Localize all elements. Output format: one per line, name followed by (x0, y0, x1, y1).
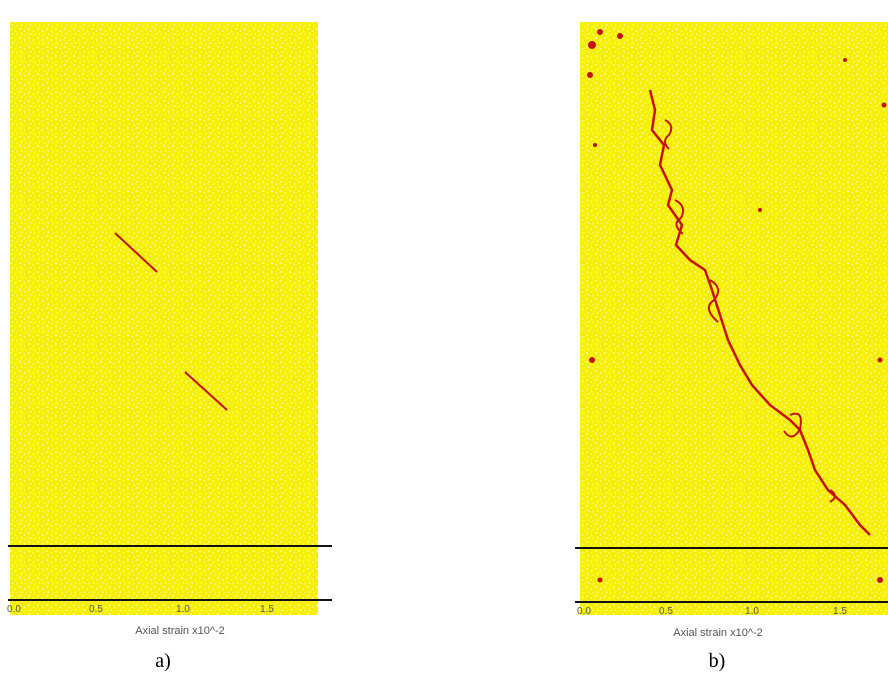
tick-label: 1.0 (176, 604, 190, 615)
tick-label: 0.5 (659, 606, 673, 617)
crack (184, 371, 228, 411)
tick-label: 0.0 (577, 606, 591, 617)
panel-b: 0.0 0.5 1.0 1.5 Axial strain x10^-2 b) (575, 22, 888, 672)
damage-spots (587, 29, 887, 583)
axis-label: Axial strain x10^-2 (135, 625, 225, 637)
tick-label: 1.5 (260, 604, 274, 615)
panel-a: 0.0 0.5 1.0 1.5 Axial strain x10^-2 a) (7, 22, 332, 672)
tick-label: 1.5 (833, 606, 847, 617)
tick-label: 1.0 (745, 606, 759, 617)
specimen (10, 22, 318, 615)
crack (114, 232, 158, 273)
tick-label: 0.5 (89, 604, 103, 615)
crack-branch (664, 119, 836, 503)
specimen (580, 22, 888, 615)
crack (648, 89, 871, 536)
axis-label: Axial strain x10^-2 (673, 627, 763, 639)
panel-label: a) (155, 650, 171, 672)
tick-label: 0.0 (7, 604, 21, 615)
panel-label: b) (709, 650, 726, 672)
